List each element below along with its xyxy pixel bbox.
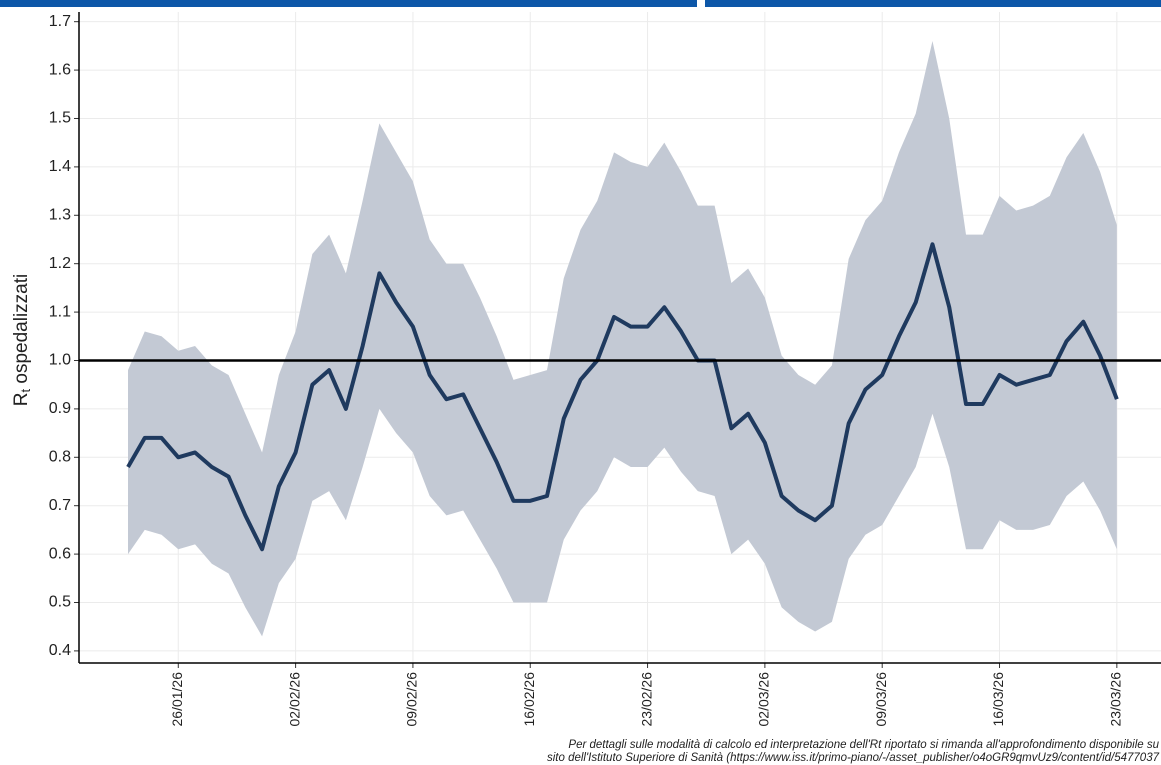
y-tick-label: 1.6	[49, 61, 71, 78]
x-tick-label: 09/02/26	[404, 672, 420, 727]
y-tick-label: 1.7	[49, 13, 71, 30]
line	[126, 242, 1119, 552]
x-tick-label: 02/02/26	[286, 672, 302, 727]
y-tick-label: 1.4	[49, 158, 71, 175]
x-tick-label: 16/03/26	[990, 672, 1006, 727]
y-tick-label: 0.9	[49, 400, 71, 417]
y-tick-label: 1.0	[49, 352, 71, 369]
y-tick-label: 1.5	[49, 110, 71, 127]
x-tick-label: 26/01/26	[169, 672, 185, 727]
confidence-band	[128, 41, 1117, 637]
y-tick-label: 0.7	[49, 497, 71, 514]
x-tick-label: 02/03/26	[756, 672, 772, 727]
y-tick-label: 0.6	[49, 545, 71, 562]
y-tick-label: 1.1	[49, 303, 71, 320]
y-tick-label: 0.8	[49, 449, 71, 466]
x-tick-label: 23/02/26	[638, 672, 654, 727]
top-bar	[705, 0, 1161, 7]
y-tick-label: 0.5	[49, 594, 71, 611]
y-tick-label: 1.2	[49, 255, 71, 272]
footnote: sito dell'Istituto Superiore di Sanità (…	[547, 752, 1160, 764]
x-tick-label: 09/03/26	[873, 672, 889, 727]
y-tick-label: 0.4	[49, 642, 71, 659]
footnote: Per dettagli sulle modalità di calcolo e…	[568, 739, 1159, 751]
y-axis-label: Rt ospedalizzati	[11, 274, 33, 406]
y-tick-label: 1.3	[49, 207, 71, 224]
x-tick-label: 16/02/26	[521, 672, 537, 727]
x-tick-label: 23/03/26	[1108, 672, 1124, 727]
top-bar	[0, 0, 697, 7]
